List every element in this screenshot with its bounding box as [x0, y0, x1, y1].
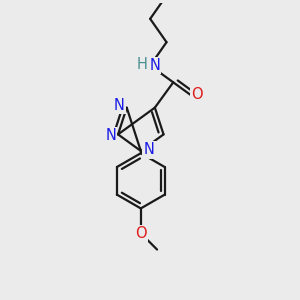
Text: O: O [135, 226, 147, 241]
Text: N: N [105, 128, 116, 143]
Text: H: H [136, 57, 147, 72]
Text: N: N [149, 58, 160, 73]
Text: O: O [191, 87, 203, 102]
Text: N: N [114, 98, 125, 113]
Text: N: N [144, 142, 154, 158]
